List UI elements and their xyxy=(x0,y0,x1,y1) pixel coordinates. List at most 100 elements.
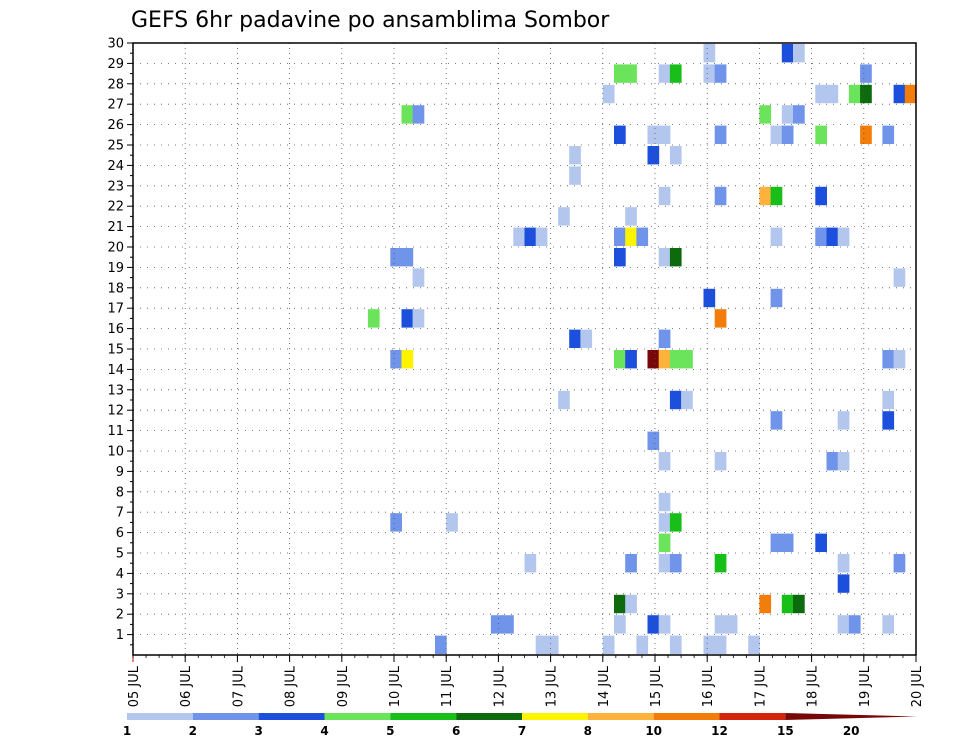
heatmap-cell xyxy=(614,615,626,634)
x-tick-label: 16 JUL xyxy=(701,665,716,707)
y-tick-label: 8 xyxy=(116,485,124,500)
heatmap-cell xyxy=(435,635,447,654)
heatmap-cell xyxy=(490,615,503,634)
heatmap-cell xyxy=(703,44,716,63)
heatmap-cell xyxy=(669,554,682,573)
heatmap-cell xyxy=(390,248,402,267)
heatmap-cell xyxy=(614,64,626,83)
heatmap-cell xyxy=(781,44,794,63)
heatmap-cell xyxy=(882,615,895,634)
y-tick-label: 12 xyxy=(107,404,124,419)
heatmap-cell xyxy=(658,554,671,573)
x-tick-label: 12 JUL xyxy=(492,665,507,707)
heatmap-cell xyxy=(580,329,593,348)
heatmap-cell xyxy=(669,350,682,369)
heatmap-cell xyxy=(815,125,827,144)
heatmap-cell xyxy=(658,452,671,471)
heatmap-cell xyxy=(815,227,827,246)
heatmap-cell xyxy=(681,390,693,410)
heatmap-cell xyxy=(882,350,895,369)
x-tick-label: 07 JUL xyxy=(231,665,246,707)
heatmap-cell xyxy=(837,615,850,634)
x-tick-label: 18 JUL xyxy=(806,665,821,707)
x-tick-label: 14 JUL xyxy=(597,665,612,707)
heatmap-cell xyxy=(793,44,805,63)
heatmap-cell xyxy=(401,309,414,328)
heatmap-cell xyxy=(636,635,649,654)
colorbar-label: 5 xyxy=(386,724,394,738)
heatmap-cell xyxy=(759,105,772,124)
colorbar-bin xyxy=(587,713,654,720)
colorbar: 1 2 3 4 5 6 7 8 10 12 15 20 xyxy=(123,713,917,738)
heatmap-cell xyxy=(669,248,682,267)
heatmap-cell xyxy=(893,84,906,104)
colorbar-bin xyxy=(127,713,193,720)
x-tick-label: 13 JUL xyxy=(545,665,560,707)
heatmap-cell xyxy=(770,125,783,144)
heatmap-cell xyxy=(781,533,794,552)
heatmap-cell xyxy=(714,452,727,471)
heatmap-cell xyxy=(826,452,839,471)
y-tick-label: 14 xyxy=(107,363,124,378)
y-tick-label: 10 xyxy=(107,445,124,460)
heatmap-cell xyxy=(848,84,861,104)
y-tick-label: 16 xyxy=(107,322,124,337)
y-tick-label: 21 xyxy=(107,220,124,235)
heatmap-cell xyxy=(882,411,895,430)
y-tick-label: 13 xyxy=(107,383,124,398)
heatmap-cell xyxy=(893,268,906,287)
heatmap-cell xyxy=(625,594,637,614)
heatmap-cell xyxy=(524,554,537,573)
y-tick-label: 15 xyxy=(107,343,124,358)
colorbar-label: 15 xyxy=(777,724,794,738)
y-tick-label: 22 xyxy=(107,200,124,215)
colorbar-label: 10 xyxy=(645,724,662,738)
heatmap-cell xyxy=(748,635,760,654)
heatmap-cell xyxy=(703,635,716,654)
y-tick-label: 6 xyxy=(116,526,124,541)
heatmap-cell xyxy=(904,84,917,104)
heatmap-cell xyxy=(837,554,850,573)
x-tick-label: 10 JUL xyxy=(388,665,403,707)
heatmap-cell xyxy=(703,288,716,308)
y-tick-label: 24 xyxy=(107,159,124,174)
heatmap-cell xyxy=(882,390,895,410)
heatmap-cell xyxy=(658,513,671,532)
x-tick-label: 06 JUL xyxy=(179,665,194,707)
heatmap-cell xyxy=(401,350,414,369)
heatmap-cell xyxy=(602,635,615,654)
y-tick-label: 29 xyxy=(107,57,124,72)
colorbar-bin xyxy=(258,713,325,720)
heatmap-cell xyxy=(815,533,827,552)
colorbar-bin xyxy=(719,713,786,720)
heatmap-cell xyxy=(446,513,458,532)
heatmap-cell xyxy=(535,227,548,246)
heatmap-cell xyxy=(658,125,671,144)
y-tick-label: 30 xyxy=(107,37,124,52)
heatmap-cell xyxy=(658,248,671,267)
heatmap-cell xyxy=(569,166,581,185)
chart-title: GEFS 6hr padavine po ansamblima Sombor xyxy=(131,8,610,33)
y-tick-label: 2 xyxy=(116,608,124,623)
heatmap-cell xyxy=(647,125,660,144)
heatmap-cells xyxy=(367,44,917,654)
heatmap-cell xyxy=(770,411,783,430)
heatmap-cell xyxy=(390,350,402,369)
heatmap-cell xyxy=(714,64,727,83)
heatmap-cell xyxy=(770,186,783,206)
y-tick-label: 26 xyxy=(107,118,124,133)
colorbar-label: 6 xyxy=(452,724,460,738)
y-tick-label: 9 xyxy=(116,465,124,480)
heatmap-cell xyxy=(647,615,660,634)
heatmap-cell xyxy=(714,125,727,144)
heatmap-cell xyxy=(826,227,839,246)
heatmap-cell xyxy=(837,411,850,430)
heatmap-cell xyxy=(860,84,872,104)
x-tick-label: 15 JUL xyxy=(649,665,664,707)
x-tick-label: 19 JUL xyxy=(858,665,873,707)
heatmap-cell xyxy=(401,105,414,124)
heatmap-cell xyxy=(770,533,783,552)
heatmap-cell xyxy=(669,635,682,654)
heatmap-cell xyxy=(826,84,839,104)
heatmap-cell xyxy=(714,554,727,573)
